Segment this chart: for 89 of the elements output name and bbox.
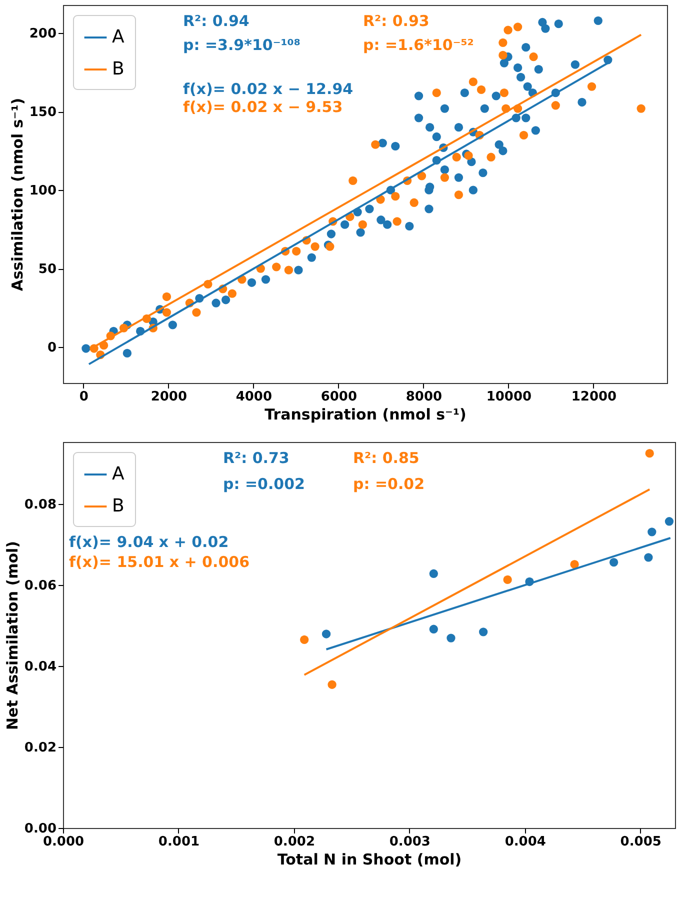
- point: [429, 624, 438, 634]
- y-tick-label: 200: [29, 26, 56, 42]
- y-tick-label: 0.06: [24, 578, 56, 594]
- x-tick-label: 0.005: [620, 834, 662, 850]
- y-tick-label: 150: [29, 105, 56, 120]
- annotation: R²: 0.85: [353, 449, 420, 467]
- point: [498, 50, 508, 60]
- x-tick-label: 0.003: [389, 834, 430, 850]
- annotation: p: =1.6*10⁻⁵²: [363, 36, 474, 54]
- point: [529, 52, 538, 62]
- point: [192, 308, 201, 317]
- x-tick-label: 10000: [486, 390, 532, 404]
- annotation: f(x)= 9.04 x + 0.02: [69, 533, 229, 551]
- x-tick-label: 0.004: [504, 834, 546, 850]
- point: [452, 152, 461, 162]
- point: [648, 528, 656, 536]
- point: [328, 680, 336, 689]
- point: [272, 262, 281, 272]
- y-tick-label: 0.00: [24, 822, 56, 836]
- point: [358, 220, 367, 229]
- point: [284, 266, 294, 274]
- point: [446, 634, 456, 642]
- y-tick-label: 0.02: [24, 740, 56, 756]
- point: [417, 172, 426, 180]
- point: [392, 217, 402, 226]
- point: [645, 449, 654, 458]
- annotation: R²: 0.73: [223, 449, 290, 467]
- legend-label: A: [112, 26, 125, 48]
- x-tick-label: 8000: [406, 390, 442, 404]
- point: [478, 628, 488, 636]
- point: [162, 308, 172, 317]
- x-tick-label: 2000: [150, 390, 188, 404]
- point: [644, 553, 653, 562]
- annotation: p: =0.002: [223, 475, 305, 493]
- y-axis-title: Net Assimilation (mol): [3, 540, 22, 730]
- point: [551, 101, 560, 110]
- point: [454, 190, 464, 200]
- legend-label: B: [112, 58, 124, 80]
- annotation: p: =0.02: [353, 475, 425, 493]
- point: [504, 26, 512, 34]
- y-tick-label: 0: [47, 340, 56, 356]
- y-tick-label: 0.08: [24, 497, 56, 512]
- x-tick-label: 0: [79, 390, 88, 404]
- point: [498, 38, 508, 47]
- annotation: f(x)= 0.02 x − 12.94: [183, 80, 354, 98]
- point: [410, 198, 418, 207]
- point: [391, 192, 400, 201]
- x-axis-title: Transpiration (nmol s⁻¹): [264, 406, 466, 424]
- x-tick-label: 0.002: [274, 834, 316, 850]
- x-tick-label: 0.001: [158, 834, 200, 850]
- x-tick-label: 0.000: [42, 834, 84, 850]
- annotation: R²: 0.93: [363, 12, 430, 30]
- annotation: f(x)= 15.01 x + 0.006: [69, 553, 250, 571]
- point: [162, 292, 172, 302]
- x-axis-title: Total N in Shoot (mol): [277, 850, 462, 868]
- point: [468, 78, 478, 86]
- x-tick-label: 12000: [571, 390, 617, 404]
- point: [486, 152, 496, 162]
- x-tick-label: 6000: [320, 390, 358, 404]
- point: [500, 88, 509, 98]
- x-tick-label: 4000: [236, 390, 272, 404]
- y-tick-label: 100: [29, 184, 56, 199]
- point: [513, 22, 522, 32]
- y-axis-title: Assimilation (nmol s⁻¹): [8, 98, 26, 292]
- point: [371, 140, 380, 149]
- point: [322, 630, 331, 638]
- y-tick-label: 0.04: [24, 659, 56, 674]
- point: [228, 289, 236, 298]
- annotation: p: =3.9*10⁻¹⁰⁸: [183, 36, 300, 54]
- annotation: R²: 0.94: [183, 12, 250, 30]
- point: [476, 85, 486, 94]
- point: [440, 173, 450, 182]
- point: [503, 575, 512, 584]
- point: [432, 88, 441, 98]
- point: [609, 558, 618, 567]
- point: [664, 517, 674, 526]
- legend-label: B: [112, 496, 124, 516]
- point: [310, 242, 320, 251]
- point: [292, 246, 301, 256]
- point: [570, 560, 579, 569]
- point: [519, 130, 528, 140]
- point: [587, 82, 596, 91]
- point: [636, 104, 646, 113]
- annotation: f(x)= 0.02 x − 9.53: [183, 98, 343, 116]
- legend-label: A: [112, 464, 125, 484]
- y-tick-label: 50: [38, 262, 56, 277]
- point: [348, 176, 358, 185]
- point: [300, 635, 309, 644]
- point: [429, 569, 438, 578]
